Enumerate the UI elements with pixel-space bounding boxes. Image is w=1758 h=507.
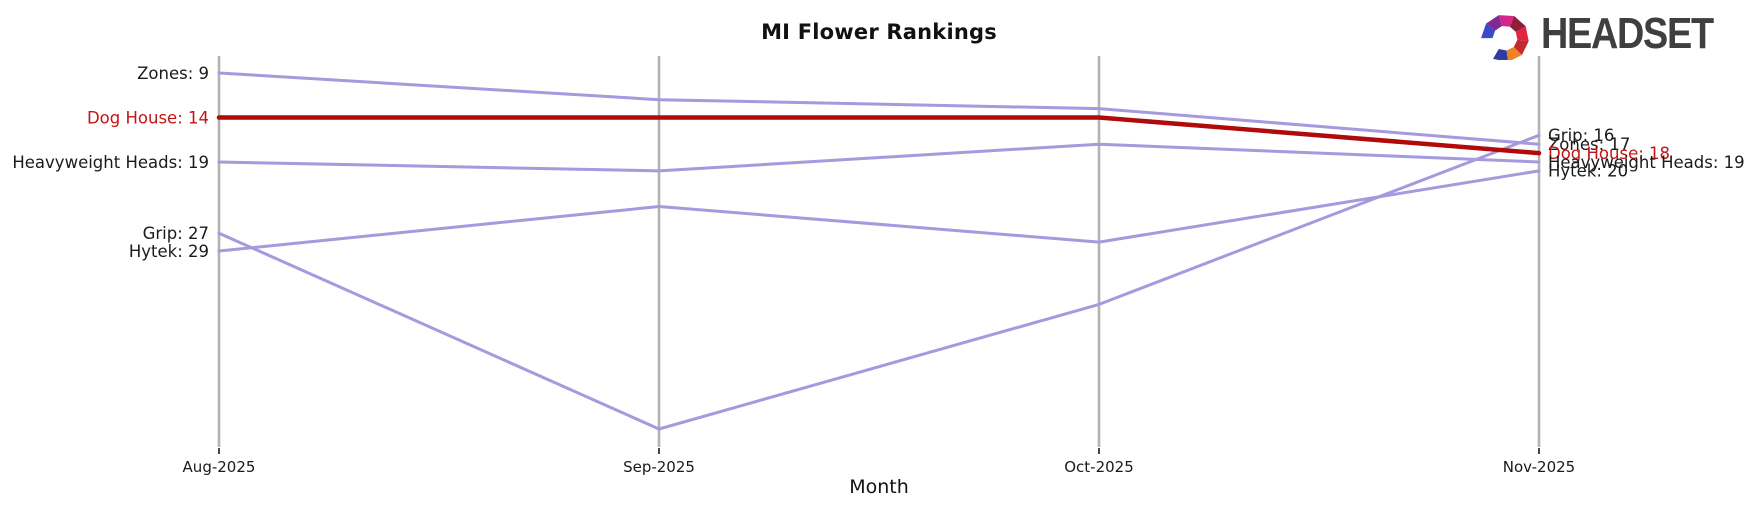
- series-label-left-hytek: Hytek: 29: [129, 242, 209, 261]
- headset-logo-wordmark: HEADSET: [1541, 9, 1714, 58]
- tick-label-sep-2025: Sep-2025: [623, 458, 695, 476]
- series-line-grip: [217, 133, 1541, 431]
- logo-facet-7: [1481, 23, 1496, 39]
- logo-facet-6: [1486, 15, 1502, 31]
- logo-facet-4: [1509, 16, 1526, 32]
- logo-facet-5: [1498, 15, 1515, 27]
- tick-label-nov-2025: Nov-2025: [1503, 458, 1575, 476]
- logo-facet-2: [1513, 39, 1529, 56]
- series-label-left-grip: Grip: 27: [143, 224, 209, 243]
- x-axis-title: Month: [849, 476, 909, 498]
- series-label-right-zones: Zones: 17: [1548, 135, 1630, 154]
- logo-facet-1: [1506, 47, 1522, 60]
- series-label-left-zones: Zones: 9: [137, 64, 209, 83]
- series-line-zones: [217, 71, 1541, 146]
- tick-label-aug-2025: Aug-2025: [183, 458, 256, 476]
- series-line-heavyweight-heads: [217, 142, 1541, 173]
- series-label-right-grip: Grip: 16: [1548, 126, 1614, 145]
- logo-facet-0: [1493, 48, 1508, 60]
- chart-title: MI Flower Rankings: [761, 20, 997, 44]
- logo-facet-3: [1515, 26, 1529, 42]
- headset-logo-icon: [1481, 15, 1529, 60]
- series-line-hytek: [217, 169, 1541, 253]
- headset-logo: HEADSET: [1478, 8, 1741, 60]
- tick-label-oct-2025: Oct-2025: [1064, 458, 1134, 476]
- series-label-right-hytek: Hytek: 20: [1548, 162, 1628, 181]
- series-label-left-heavyweight-heads: Heavyweight Heads: 19: [12, 153, 209, 172]
- series-label-right-dog-house: Dog House: 18: [1548, 144, 1670, 163]
- series-line-dog-house: [216, 115, 1542, 156]
- series-label-right-heavyweight-heads: Heavyweight Heads: 19: [1548, 153, 1745, 172]
- series-label-left-dog-house: Dog House: 14: [87, 108, 209, 127]
